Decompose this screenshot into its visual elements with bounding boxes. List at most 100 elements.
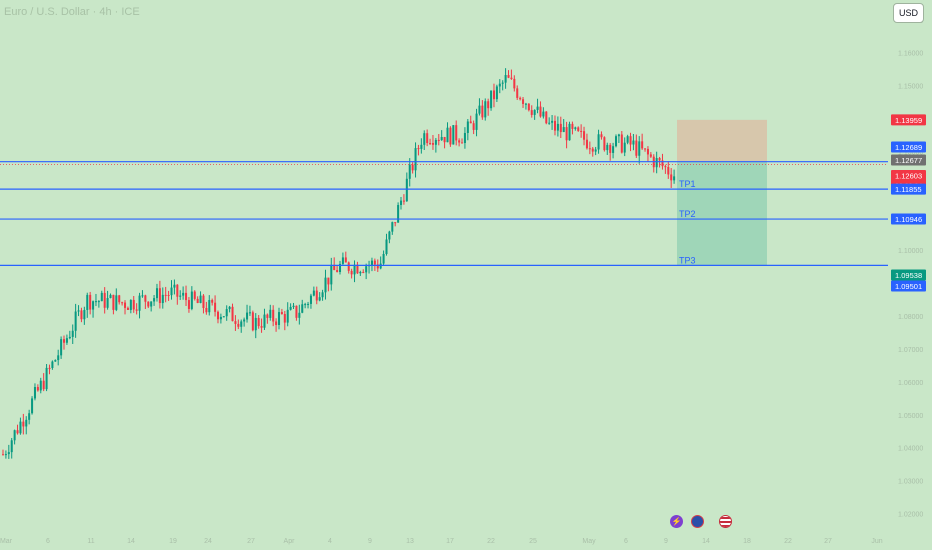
- candle-body: [353, 264, 356, 275]
- candle-body: [431, 143, 434, 145]
- candle-body: [100, 292, 103, 302]
- candle-body: [22, 421, 25, 427]
- candle-body: [106, 298, 109, 308]
- price-label-1.12603: 1.12603: [895, 172, 922, 181]
- candle-body: [614, 136, 618, 147]
- price-tick: 1.04000: [898, 446, 923, 453]
- candle-body: [205, 307, 208, 313]
- flash-icon[interactable]: ⚡: [670, 515, 683, 528]
- candle-body: [167, 294, 170, 296]
- candle-body: [388, 231, 391, 240]
- candle-body: [260, 326, 263, 328]
- time-tick: May: [582, 538, 596, 545]
- price-tick: 1.08000: [898, 314, 923, 321]
- candle-body: [469, 121, 472, 124]
- candle-body: [135, 309, 138, 311]
- candle-body: [7, 452, 10, 455]
- candle-body: [214, 302, 217, 312]
- currency-button[interactable]: USD: [893, 3, 924, 23]
- price-tick: 1.07000: [898, 347, 923, 354]
- price-tick: 1.02000: [898, 512, 923, 519]
- symbol-title[interactable]: Euro / U.S. Dollar · 4h · ICE: [4, 6, 140, 18]
- candle-body: [466, 121, 469, 133]
- candle-body: [492, 90, 496, 100]
- candle-body: [359, 271, 362, 274]
- candle-body: [673, 176, 676, 181]
- candle-body: [542, 111, 545, 117]
- candle-body: [240, 321, 243, 327]
- candle-body: [667, 167, 670, 175]
- candle-body: [42, 380, 45, 390]
- candle-body: [33, 387, 36, 399]
- candle-body: [109, 294, 112, 299]
- candle-body: [219, 316, 222, 320]
- candle-body: [336, 270, 339, 272]
- candle-body: [417, 148, 420, 150]
- candle-body: [45, 367, 48, 390]
- price-label-bg: [891, 269, 926, 281]
- candle-body: [121, 302, 124, 304]
- candle-body: [522, 99, 525, 104]
- candle-body: [196, 298, 199, 303]
- candle-body: [452, 125, 455, 145]
- candle-body: [289, 306, 292, 310]
- candle-body: [161, 294, 164, 304]
- globe-icon[interactable]: [691, 515, 704, 528]
- candle-body: [31, 398, 34, 414]
- us-flag-icon[interactable]: [719, 515, 732, 528]
- candle-body: [548, 122, 551, 124]
- candle-body: [617, 134, 620, 137]
- candle-body: [385, 239, 388, 254]
- candle-body: [530, 110, 533, 115]
- candle-body: [458, 140, 461, 143]
- candle-body: [83, 309, 86, 320]
- candle-body: [539, 106, 542, 117]
- candle-body: [397, 205, 400, 223]
- candle-body: [623, 142, 626, 153]
- candle-body: [315, 290, 318, 301]
- price-tick: 1.05000: [898, 413, 923, 420]
- candle-body: [10, 440, 13, 453]
- candle-body: [138, 295, 141, 311]
- candle-body: [487, 101, 490, 109]
- candle-body: [97, 301, 100, 303]
- candle-body: [606, 144, 609, 151]
- candle-body: [583, 131, 586, 140]
- candle-body: [132, 299, 135, 310]
- candle-body: [77, 310, 80, 312]
- candle-body: [4, 454, 7, 456]
- candle-body: [312, 290, 315, 296]
- time-tick: 17: [446, 538, 454, 545]
- candle-body: [277, 312, 281, 325]
- candle-body: [144, 295, 147, 302]
- time-tick: 9: [368, 538, 372, 545]
- time-tick: Jun: [871, 538, 882, 545]
- candle-body: [304, 304, 307, 306]
- candle-body: [559, 123, 562, 133]
- time-axis: Mar 6 11 14 19 24 27 Apr 4 9 13 17 22 25 May 6 9 14 18 22 27…: [0, 538, 883, 545]
- candle-body: [504, 75, 507, 83]
- candle-body: [28, 413, 31, 420]
- candle-body: [408, 164, 411, 179]
- time-tick: 4: [328, 538, 332, 545]
- candle-body: [298, 312, 301, 318]
- candle-body: [170, 287, 173, 296]
- candle-body: [612, 146, 615, 153]
- candle-body: [176, 284, 179, 297]
- price-axis: 1.170001.160001.150001.140001.130001.120…: [898, 18, 923, 519]
- time-tick: 9: [664, 538, 668, 545]
- candle-body: [644, 148, 647, 150]
- candle-body: [321, 292, 324, 298]
- candle-body: [39, 380, 42, 391]
- candle-body: [228, 306, 231, 310]
- candle-body: [507, 75, 510, 78]
- candle-body: [295, 305, 298, 318]
- candle-body: [147, 301, 150, 307]
- candle-body: [472, 123, 475, 130]
- time-tick: 24: [204, 538, 212, 545]
- time-tick: 13: [406, 538, 414, 545]
- candle-body: [68, 336, 71, 339]
- target-label-tp2: TP2: [679, 209, 696, 219]
- candle-body: [185, 292, 188, 301]
